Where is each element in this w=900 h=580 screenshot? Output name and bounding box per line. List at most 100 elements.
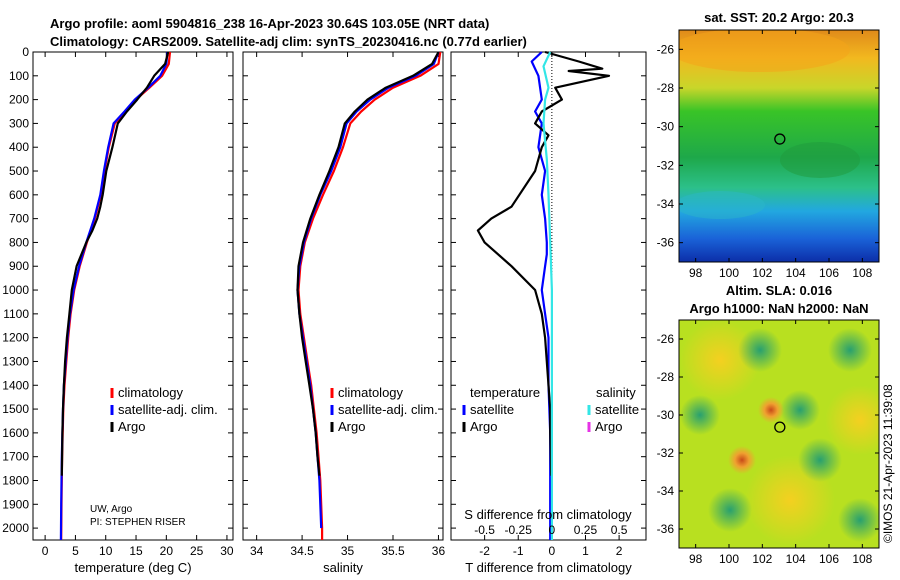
x-tick-label: 0 — [42, 544, 49, 558]
x-axis-label: temperature (deg C) — [74, 560, 191, 575]
header-line-2: Climatology: CARS2009. Satellite-adj cli… — [50, 34, 527, 49]
series-line-argo — [296, 51, 440, 476]
map-y-tick-label: -32 — [657, 446, 675, 460]
x-tick-label: 1 — [582, 544, 589, 558]
y-tick-label: 500 — [9, 164, 29, 178]
y-tick-label: 2000 — [2, 521, 29, 535]
legend-label: climatology — [338, 385, 404, 400]
map-x-tick-label: 100 — [719, 552, 739, 566]
s-tick-label: -0.5 — [474, 523, 495, 537]
y-tick-label: 1100 — [3, 307, 29, 321]
sla-cool-eddy — [780, 390, 820, 430]
x-tick-label: 15 — [129, 544, 143, 558]
y-tick-label: 100 — [9, 69, 29, 83]
x-tick-label: 35.5 — [381, 544, 405, 558]
map-x-tick-label: 104 — [786, 552, 806, 566]
s-tick-label: -0.25 — [505, 523, 533, 537]
sla-cool-eddy — [738, 328, 782, 372]
y-tick-label: 1600 — [2, 426, 29, 440]
map-y-tick-label: -26 — [657, 332, 675, 346]
top-x-axis-label: S difference from climatology — [464, 507, 632, 522]
x-axis-label: T difference from climatology — [465, 560, 632, 575]
x-tick-label: 35 — [341, 544, 355, 558]
map-x-tick-label: 108 — [852, 552, 872, 566]
series-line-t-sat-adj-minus-clim — [530, 51, 552, 540]
sla-map-frame — [678, 319, 880, 549]
legend-label: Argo — [338, 419, 365, 434]
sla-hot-eddy — [758, 397, 784, 423]
map-y-tick-label: -28 — [657, 370, 675, 384]
x-tick-label: 5 — [72, 544, 79, 558]
sla-profile-marker — [774, 421, 786, 433]
x-tick-label: 25 — [190, 544, 204, 558]
map-x-tick-label: 106 — [819, 266, 839, 280]
x-tick-label: 20 — [160, 544, 174, 558]
series-line-s-sat-adj-minus-clim — [542, 51, 554, 540]
x-tick-label: 0 — [549, 544, 556, 558]
map-y-tick-label: -36 — [657, 236, 675, 250]
temperature-panel: 0100200300400500600700800900100011001200… — [2, 45, 234, 575]
y-tick-label: 1400 — [2, 378, 29, 392]
map-x-tick-label: 104 — [786, 266, 806, 280]
legend-label: satellite-adj. clim. — [118, 402, 218, 417]
sst-map-title: sat. SST: 20.2 Argo: 20.3 — [704, 10, 854, 25]
side-stamp: ©IMOS 21-Apr-2023 11:39:08 — [881, 384, 895, 543]
sla-map-subtitle: Argo h1000: NaN h2000: NaN — [689, 301, 868, 316]
sst-warm-band — [679, 30, 850, 72]
legend-label: satellite — [595, 402, 639, 417]
y-tick-label: 900 — [9, 259, 29, 273]
x-tick-label: 30 — [220, 544, 234, 558]
sst-profile-marker — [774, 133, 786, 145]
header-line-1: Argo profile: aoml 5904816_238 16-Apr-20… — [50, 16, 489, 31]
y-tick-label: 800 — [9, 235, 29, 249]
x-tick-label: -1 — [513, 544, 524, 558]
map-y-tick-label: -34 — [657, 197, 675, 211]
map-y-tick-label: -26 — [657, 42, 675, 56]
sst-map-frame — [678, 29, 880, 263]
s-tick-label: 0 — [549, 523, 556, 537]
x-axis-label: salinity — [323, 560, 363, 575]
plot-frame — [242, 51, 444, 541]
sla-map-ticks: 98 100 102 104 106 108 -26 -28 -30 -32 -34 -36 — [657, 320, 879, 566]
x-tick-label: 36 — [432, 544, 446, 558]
y-tick-label: 700 — [9, 212, 29, 226]
legend-title-salinity: salinity — [596, 385, 636, 400]
legend-label: satellite-adj. clim. — [338, 402, 438, 417]
salinity-panel: 34 34.5 35 35.5 36 salinity climatology satelli… — [242, 51, 446, 575]
sla-cool-eddy — [708, 488, 752, 532]
legend-label: Argo — [470, 419, 497, 434]
map-y-tick-label: -30 — [657, 120, 675, 134]
sla-cool-eddy — [838, 498, 879, 542]
sla-map-title: Altim. SLA: 0.016 — [726, 283, 832, 298]
sla-warm-eddy — [825, 385, 879, 455]
sla-cool-eddy — [680, 395, 720, 435]
s-tick-label: 0.25 — [574, 523, 598, 537]
y-tick-label: 0 — [22, 45, 29, 59]
y-tick-label: 200 — [9, 93, 29, 107]
x-tick-label: 34 — [250, 544, 264, 558]
map-x-tick-label: 108 — [852, 266, 872, 280]
map-x-tick-label: 106 — [819, 552, 839, 566]
sst-map: 98 100 102 104 106 108 -26 -28 -30 -32 -34 -36 — [657, 29, 880, 280]
y-tick-label: 600 — [9, 188, 29, 202]
x-tick-label: 10 — [99, 544, 113, 558]
sst-cyan-patch — [679, 191, 765, 219]
y-tick-label: 300 — [9, 116, 29, 130]
credit-line-2: PI: STEPHEN RISER — [90, 517, 186, 528]
map-x-tick-label: 98 — [689, 552, 703, 566]
sst-map-ticks: 98 100 102 104 106 108 -26 -28 -30 -32 -34 -36 — [657, 30, 879, 280]
map-y-tick-label: -34 — [657, 484, 675, 498]
legend-label: satellite — [470, 402, 514, 417]
sla-hot-eddy — [728, 446, 756, 474]
series-line-climatology — [297, 51, 442, 540]
series-line-climatology — [60, 51, 172, 541]
y-tick-label: 1500 — [2, 402, 29, 416]
sla-cool-eddy — [798, 438, 842, 482]
y-tick-label: 1200 — [2, 331, 29, 345]
map-y-tick-label: -32 — [657, 158, 675, 172]
y-tick-label: 1900 — [2, 497, 29, 511]
x-tick-label: 34.5 — [290, 544, 314, 558]
series-line-argo — [60, 51, 170, 476]
map-y-tick-label: -30 — [657, 408, 675, 422]
